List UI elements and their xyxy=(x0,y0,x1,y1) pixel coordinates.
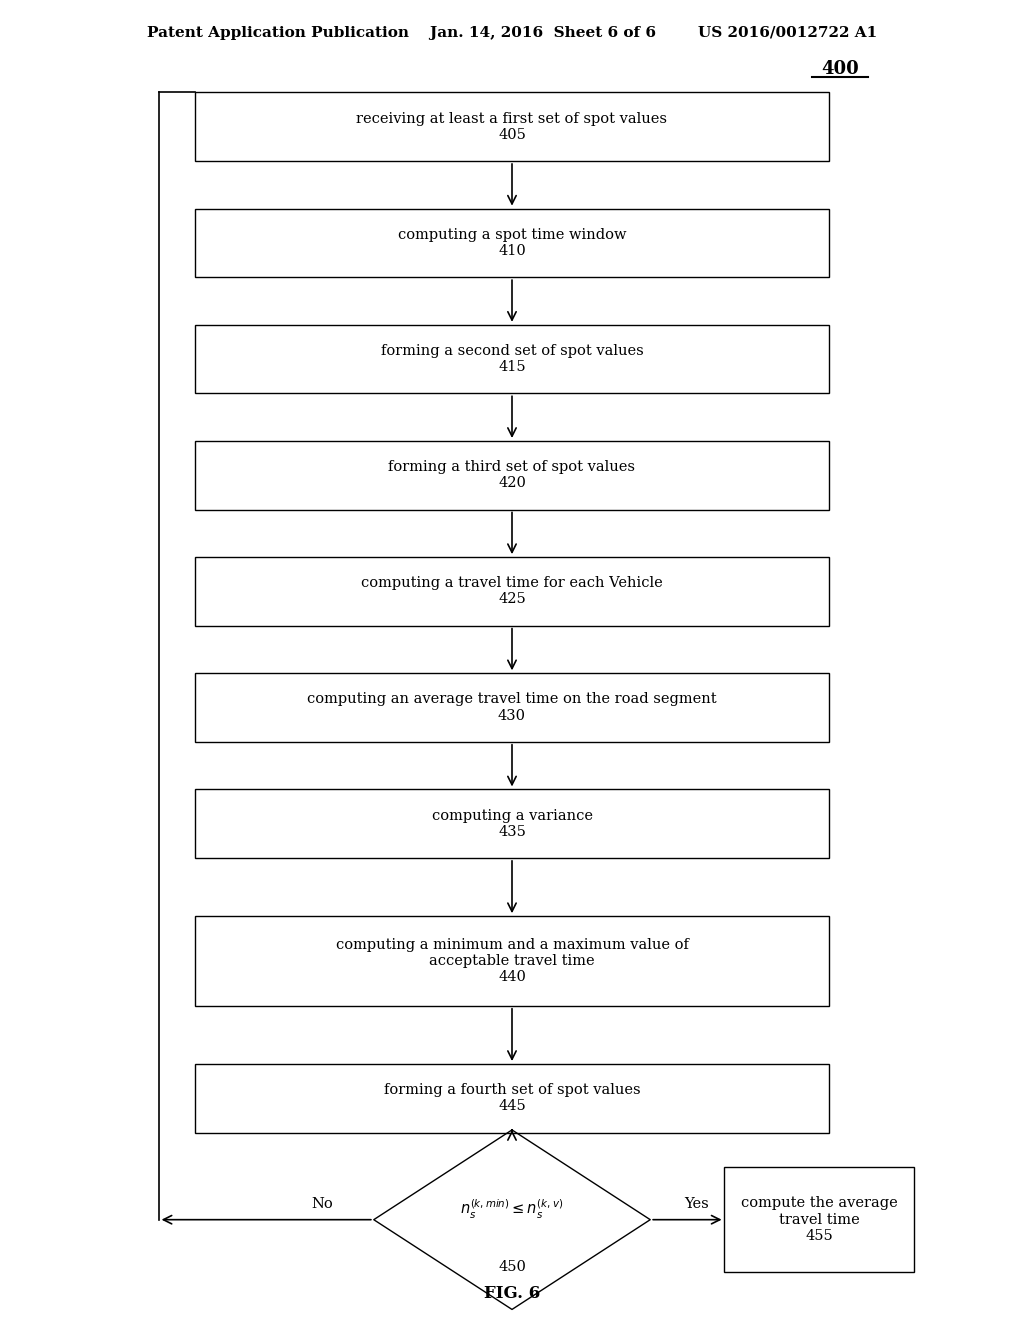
Text: No: No xyxy=(311,1197,334,1210)
FancyBboxPatch shape xyxy=(195,441,829,510)
FancyBboxPatch shape xyxy=(195,916,829,1006)
Text: 450: 450 xyxy=(498,1261,526,1274)
FancyBboxPatch shape xyxy=(195,209,829,277)
Text: FIG. 6: FIG. 6 xyxy=(484,1286,540,1302)
Text: computing a variance
435: computing a variance 435 xyxy=(431,809,593,838)
FancyBboxPatch shape xyxy=(725,1167,914,1272)
Text: compute the average
travel time
455: compute the average travel time 455 xyxy=(740,1196,898,1243)
Text: forming a fourth set of spot values
445: forming a fourth set of spot values 445 xyxy=(384,1084,640,1113)
FancyBboxPatch shape xyxy=(195,325,829,393)
Text: computing a minimum and a maximum value of
acceptable travel time
440: computing a minimum and a maximum value … xyxy=(336,937,688,985)
FancyBboxPatch shape xyxy=(195,557,829,626)
Text: computing an average travel time on the road segment
430: computing an average travel time on the … xyxy=(307,693,717,722)
Text: forming a third set of spot values
420: forming a third set of spot values 420 xyxy=(388,461,636,490)
Text: 400: 400 xyxy=(821,59,858,78)
Text: Yes: Yes xyxy=(684,1197,709,1210)
FancyBboxPatch shape xyxy=(195,789,829,858)
FancyBboxPatch shape xyxy=(195,92,829,161)
FancyBboxPatch shape xyxy=(195,1064,829,1133)
FancyBboxPatch shape xyxy=(195,673,829,742)
Text: Patent Application Publication    Jan. 14, 2016  Sheet 6 of 6        US 2016/001: Patent Application Publication Jan. 14, … xyxy=(146,26,878,41)
Text: receiving at least a first set of spot values
405: receiving at least a first set of spot v… xyxy=(356,112,668,141)
Text: $n_s^{(k,min)} \leq n_s^{(k,v)}$: $n_s^{(k,min)} \leq n_s^{(k,v)}$ xyxy=(461,1197,563,1221)
Text: computing a spot time window
410: computing a spot time window 410 xyxy=(397,228,627,257)
Text: forming a second set of spot values
415: forming a second set of spot values 415 xyxy=(381,345,643,374)
Text: computing a travel time for each Vehicle
425: computing a travel time for each Vehicle… xyxy=(361,577,663,606)
